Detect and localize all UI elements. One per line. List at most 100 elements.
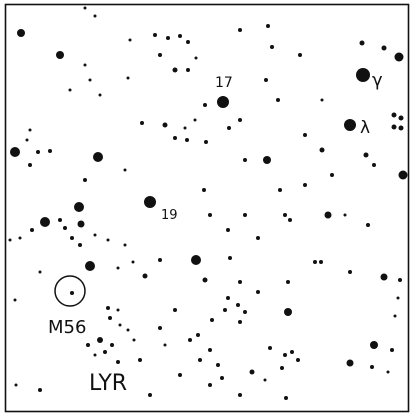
star-dot: [191, 255, 201, 265]
star-dot: [243, 158, 247, 162]
star-dot: [263, 156, 271, 164]
star-dot: [264, 78, 268, 82]
star-dot: [131, 260, 135, 264]
star-dot: [118, 323, 122, 327]
star-dot: [303, 183, 307, 187]
star-dot: [223, 308, 227, 312]
star-dot: [303, 133, 307, 137]
star-dot: [28, 163, 32, 167]
star-dot: [228, 256, 232, 260]
star-dot: [38, 388, 42, 392]
star-dot: [173, 308, 177, 312]
star-dot: [263, 378, 267, 382]
star-dot: [238, 28, 242, 32]
star-dot: [391, 112, 397, 118]
star-dot: [88, 78, 92, 82]
star-dot: [208, 213, 212, 217]
star-dot: [216, 363, 220, 367]
star-dot: [196, 333, 200, 337]
star-dot: [86, 343, 90, 347]
star-dot: [391, 124, 397, 130]
star-dot: [63, 226, 67, 230]
star-dot: [40, 217, 50, 227]
star-dot: [390, 348, 394, 352]
star-dot: [226, 228, 230, 232]
star-dot: [128, 38, 132, 42]
star-dot: [148, 393, 152, 397]
star-dot: [142, 273, 148, 279]
star-dot: [343, 213, 347, 217]
star-dot: [286, 280, 290, 284]
star-dot: [36, 150, 40, 154]
star-dot: [132, 338, 136, 342]
star-dot: [202, 277, 208, 283]
star-dot: [172, 67, 178, 73]
star-dot: [110, 343, 114, 347]
m56-cluster-core: [70, 291, 74, 295]
star-dot: [243, 213, 247, 217]
star-dot: [93, 152, 103, 162]
star-dot: [346, 359, 354, 367]
label-m56: M56: [48, 317, 86, 338]
star-dot: [25, 138, 29, 142]
star-dot: [208, 383, 212, 387]
star-dot: [363, 152, 369, 158]
star-dot: [283, 353, 287, 357]
star-dot: [97, 337, 103, 343]
label-gamma: γ: [372, 70, 383, 91]
star-dot: [158, 258, 162, 262]
star-dot: [106, 306, 110, 310]
star-dot: [217, 96, 229, 108]
star-dot: [78, 243, 82, 247]
star-dot: [17, 29, 25, 37]
star-dot: [256, 290, 260, 294]
star-dot: [370, 341, 378, 349]
star-dot: [194, 56, 198, 60]
star-dot: [83, 63, 87, 67]
star-dot: [77, 220, 85, 228]
star-dot: [58, 218, 62, 222]
star-dot: [116, 308, 120, 312]
star-dot: [210, 318, 214, 322]
star-dot: [298, 53, 302, 57]
star-dot: [30, 228, 34, 232]
star-dot: [396, 296, 400, 300]
star-dot: [68, 88, 72, 92]
star-dot: [126, 76, 130, 80]
star-dot: [85, 261, 95, 271]
star-field: [8, 6, 408, 400]
star-dot: [238, 280, 242, 284]
star-dot: [193, 118, 197, 122]
star-dot: [186, 68, 190, 72]
star-dot: [48, 149, 52, 153]
star-dot: [319, 147, 325, 153]
star-dot: [186, 40, 190, 44]
star-dot: [106, 238, 110, 242]
star-dot: [266, 24, 270, 28]
star-dot: [163, 343, 167, 347]
star-dot: [276, 98, 280, 102]
star-dot: [198, 358, 202, 362]
star-dot: [348, 270, 352, 274]
star-dot: [386, 370, 390, 374]
star-dot: [83, 6, 87, 10]
star-dot: [144, 196, 156, 208]
star-dot: [74, 202, 84, 212]
label-star-17: 17: [215, 75, 233, 91]
star-dot: [319, 260, 323, 264]
star-dot: [202, 188, 206, 192]
star-dot: [296, 358, 300, 362]
star-dot: [249, 369, 255, 375]
star-dot: [204, 140, 208, 144]
star-dot: [268, 346, 272, 350]
star-dot: [330, 173, 334, 177]
star-dot: [38, 270, 42, 274]
star-dot: [140, 121, 144, 125]
star-dot: [10, 147, 20, 157]
star-dot: [380, 273, 388, 281]
star-dot: [162, 122, 168, 128]
star-dot: [290, 350, 294, 354]
star-dot: [116, 360, 120, 364]
star-dot: [238, 320, 242, 324]
star-dot: [283, 213, 287, 217]
